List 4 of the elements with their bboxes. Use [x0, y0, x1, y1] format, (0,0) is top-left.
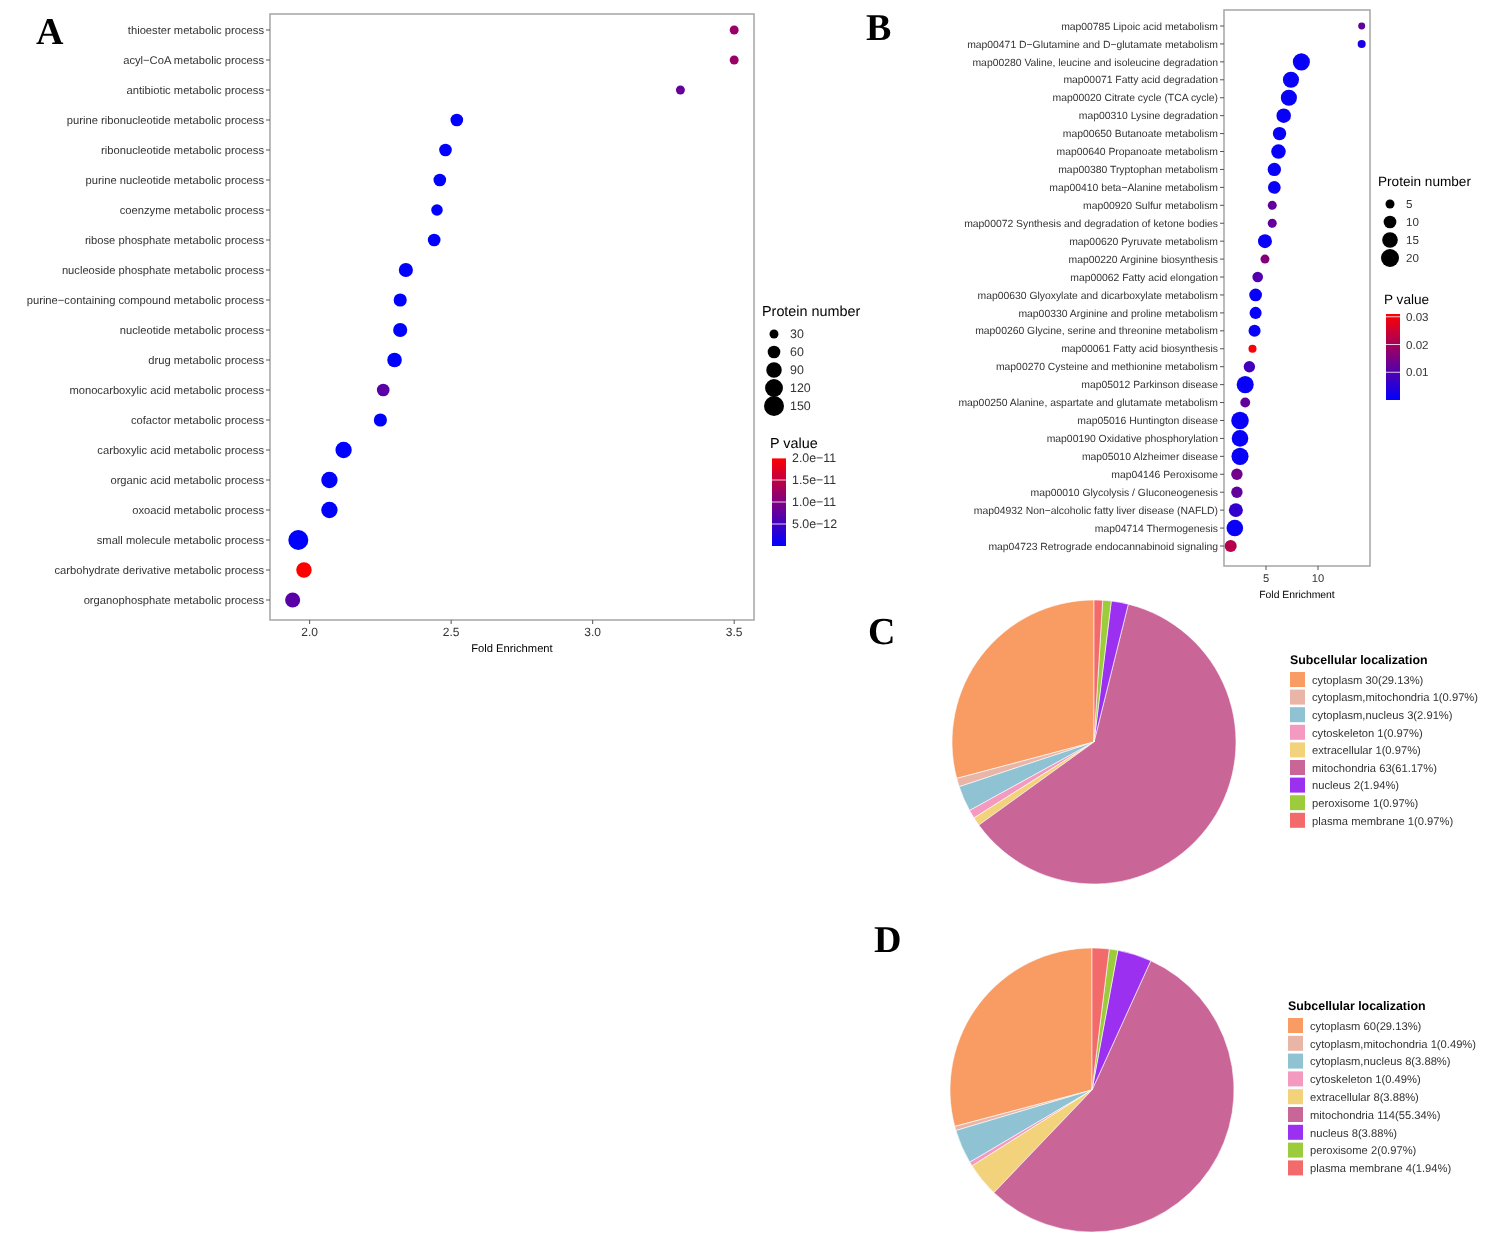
chart-title: D: [874, 920, 902, 962]
chart-title: A: [36, 12, 64, 54]
chart-title: C: [868, 612, 896, 654]
text: B: [866, 8, 892, 50]
